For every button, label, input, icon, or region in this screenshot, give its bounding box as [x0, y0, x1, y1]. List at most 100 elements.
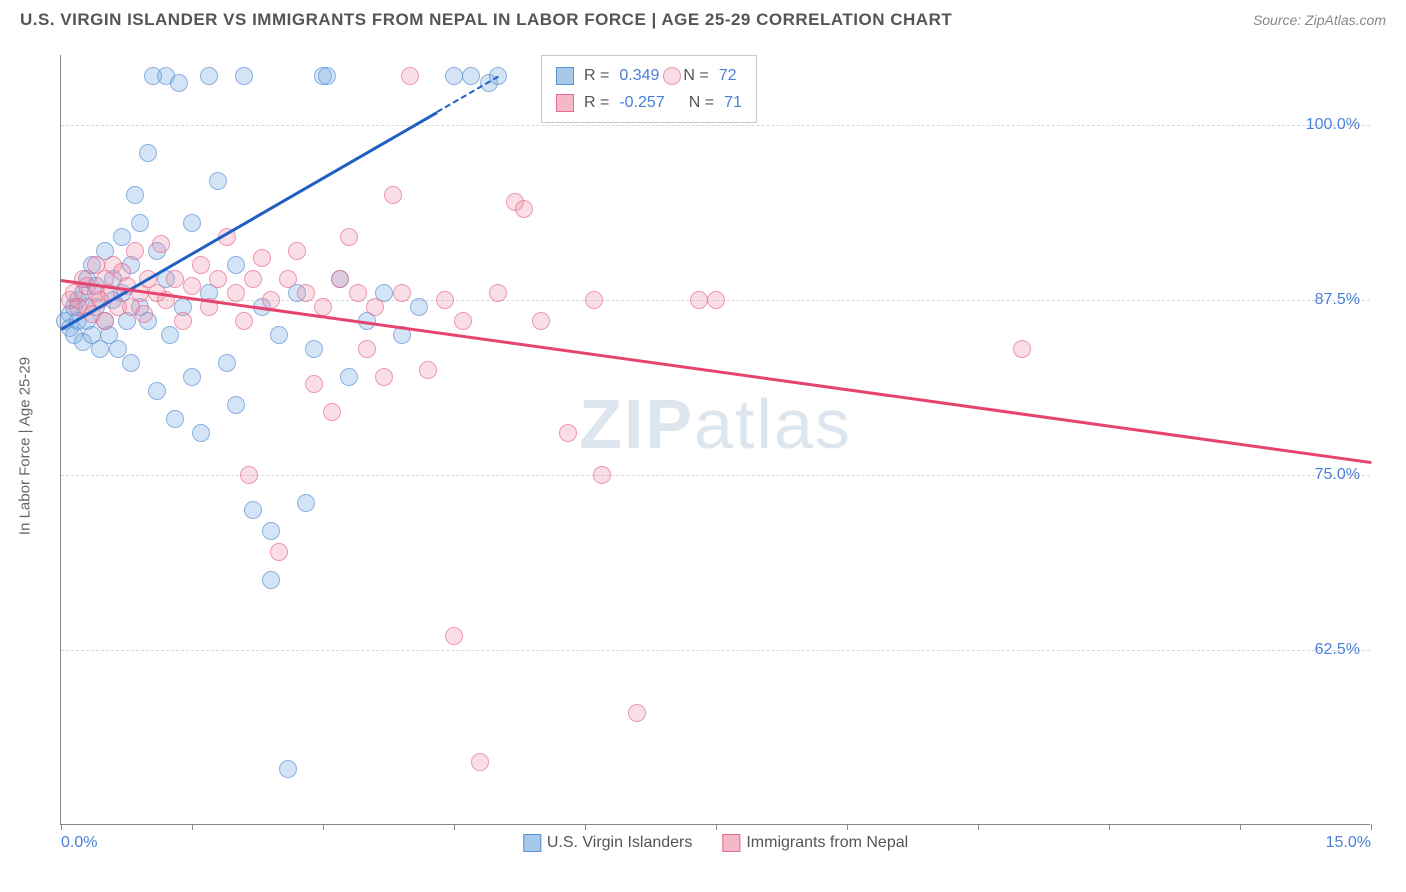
gridline: [61, 650, 1370, 651]
r-label: R =: [584, 62, 609, 89]
n-label: N =: [689, 89, 714, 116]
data-point: [690, 291, 708, 309]
data-point: [152, 235, 170, 253]
data-point: [227, 396, 245, 414]
data-point: [340, 228, 358, 246]
data-point: [628, 704, 646, 722]
data-point: [707, 291, 725, 309]
xtick-mark: [978, 824, 979, 830]
xtick-mark: [1371, 824, 1372, 830]
data-point: [297, 284, 315, 302]
r-value: 0.349: [619, 62, 659, 89]
legend-item: U.S. Virgin Islanders: [523, 834, 693, 852]
data-point: [183, 214, 201, 232]
n-label: N =: [683, 62, 708, 89]
legend-row: R = 0.349N = 72: [556, 62, 742, 89]
data-point: [166, 410, 184, 428]
xtick-mark: [61, 824, 62, 830]
legend-row: R = -0.257 N = 71: [556, 89, 742, 116]
data-point: [253, 249, 271, 267]
data-point: [139, 144, 157, 162]
legend-item: Immigrants from Nepal: [722, 834, 908, 852]
data-point: [270, 326, 288, 344]
data-point: [305, 375, 323, 393]
data-point: [1013, 340, 1031, 358]
watermark: ZIPatlas: [579, 384, 852, 464]
data-point: [270, 543, 288, 561]
data-point: [445, 627, 463, 645]
data-point: [349, 284, 367, 302]
data-point: [218, 354, 236, 372]
data-point: [183, 368, 201, 386]
data-point: [200, 67, 218, 85]
ytick-label: 75.0%: [1315, 466, 1360, 484]
data-point: [183, 277, 201, 295]
data-point: [663, 67, 681, 85]
n-value: 71: [724, 89, 742, 116]
data-point: [366, 298, 384, 316]
data-point: [170, 74, 188, 92]
data-point: [244, 270, 262, 288]
data-point: [279, 760, 297, 778]
data-point: [532, 312, 550, 330]
data-point: [288, 242, 306, 260]
r-value: -0.257: [619, 89, 664, 116]
data-point: [384, 186, 402, 204]
scatter-chart: ZIPatlas R = 0.349N = 72R = -0.257N = 71…: [60, 55, 1370, 825]
legend-swatch: [556, 67, 574, 85]
data-point: [314, 298, 332, 316]
data-point: [209, 172, 227, 190]
ytick-label: 62.5%: [1315, 641, 1360, 659]
data-point: [410, 298, 428, 316]
data-point: [96, 312, 114, 330]
data-point: [240, 466, 258, 484]
xtick-mark: [323, 824, 324, 830]
data-point: [227, 284, 245, 302]
data-point: [462, 67, 480, 85]
series-legend: U.S. Virgin Islanders Immigrants from Nep…: [523, 834, 908, 852]
data-point: [262, 522, 280, 540]
ytick-label: 87.5%: [1315, 291, 1360, 309]
source-label: Source: ZipAtlas.com: [1253, 12, 1386, 28]
data-point: [515, 200, 533, 218]
legend-swatch: [523, 834, 541, 852]
xtick-mark: [454, 824, 455, 830]
data-point: [419, 361, 437, 379]
data-point: [148, 382, 166, 400]
data-point: [166, 270, 184, 288]
xtick-mark: [585, 824, 586, 830]
legend-label: Immigrants from Nepal: [746, 834, 908, 851]
data-point: [305, 340, 323, 358]
data-point: [331, 270, 349, 288]
y-axis-label: In Labor Force | Age 25-29: [17, 357, 34, 535]
ytick-label: 100.0%: [1306, 116, 1360, 134]
legend-label: U.S. Virgin Islanders: [547, 834, 693, 851]
data-point: [559, 424, 577, 442]
data-point: [126, 186, 144, 204]
data-point: [318, 67, 336, 85]
chart-title: U.S. VIRGIN ISLANDER VS IMMIGRANTS FROM …: [20, 10, 952, 30]
data-point: [161, 326, 179, 344]
data-point: [323, 403, 341, 421]
legend-swatch: [722, 834, 740, 852]
data-point: [375, 368, 393, 386]
data-point: [135, 305, 153, 323]
data-point: [126, 242, 144, 260]
data-point: [489, 284, 507, 302]
data-point: [401, 67, 419, 85]
data-point: [262, 571, 280, 589]
data-point: [585, 291, 603, 309]
xtick-mark: [1240, 824, 1241, 830]
data-point: [174, 312, 192, 330]
data-point: [297, 494, 315, 512]
legend-swatch: [556, 94, 574, 112]
correlation-legend: R = 0.349N = 72R = -0.257N = 71: [541, 55, 757, 123]
data-point: [340, 368, 358, 386]
data-point: [244, 501, 262, 519]
xtick-label: 15.0%: [1326, 834, 1371, 852]
data-point: [235, 312, 253, 330]
data-point: [279, 270, 297, 288]
data-point: [454, 312, 472, 330]
gridline: [61, 125, 1370, 126]
r-label: R =: [584, 89, 609, 116]
